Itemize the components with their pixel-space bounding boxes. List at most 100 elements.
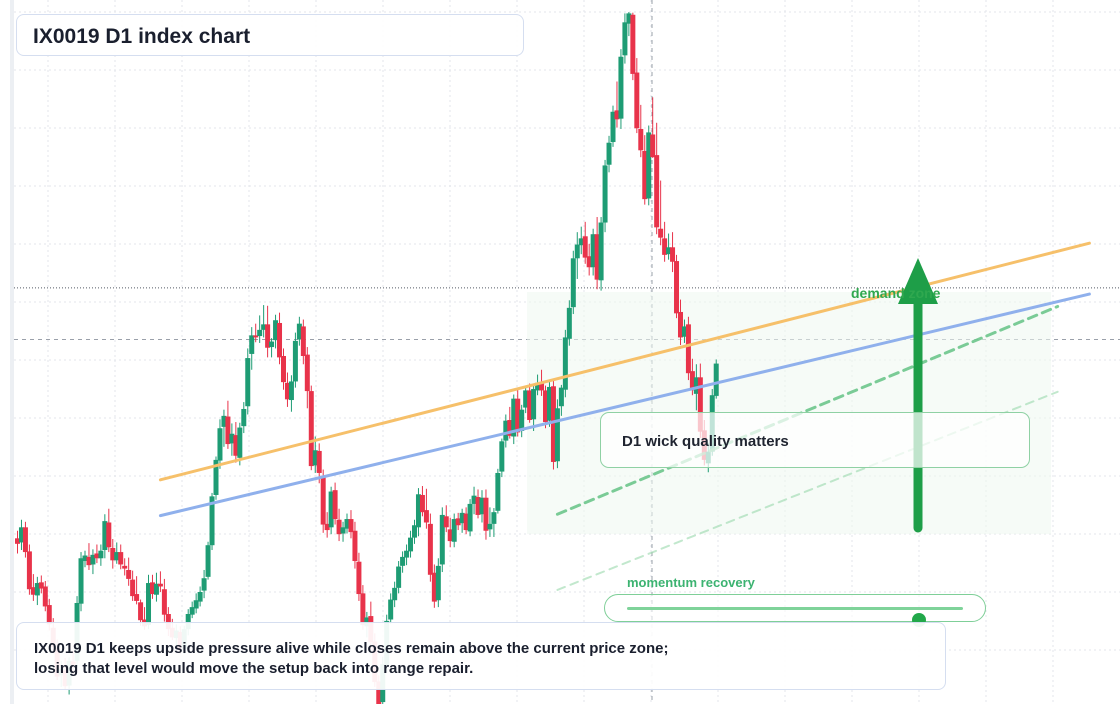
candle — [610, 105, 616, 147]
candle-body — [42, 586, 48, 607]
candle-body — [582, 236, 588, 258]
candle — [503, 414, 509, 448]
candle-body — [447, 529, 453, 542]
candle-body — [578, 238, 584, 246]
candle-body — [693, 377, 699, 394]
candle-body — [122, 565, 128, 569]
candle — [122, 558, 128, 576]
candle-body — [78, 558, 84, 604]
candle-body — [300, 326, 306, 356]
candle-body — [400, 556, 406, 566]
candle — [265, 305, 271, 358]
candle-body — [670, 247, 676, 262]
candle-body — [463, 513, 469, 531]
candle — [130, 570, 136, 601]
candle — [471, 486, 477, 515]
candle-body — [392, 587, 398, 601]
candle — [153, 572, 159, 602]
candle-body — [697, 377, 703, 432]
candle — [149, 574, 155, 599]
candle — [134, 576, 140, 605]
candle — [467, 499, 473, 537]
candle-body — [590, 234, 596, 268]
candle — [713, 359, 719, 399]
candle-body — [189, 607, 195, 615]
candle-body — [296, 323, 302, 340]
candle — [578, 226, 584, 255]
candle-body — [531, 389, 537, 420]
candle-body — [435, 565, 441, 601]
candle — [114, 542, 120, 564]
momentum-meter — [604, 594, 986, 627]
candle — [423, 488, 429, 529]
candle-body — [146, 583, 152, 626]
demand-arrow-head — [898, 258, 938, 304]
candle — [654, 122, 660, 235]
candle — [82, 550, 88, 568]
candle — [400, 551, 406, 573]
candle — [634, 58, 640, 134]
candle-body — [213, 459, 219, 495]
candle-body — [257, 329, 263, 337]
candle-body — [126, 569, 132, 579]
candle — [344, 513, 350, 534]
candle — [42, 580, 48, 612]
candle — [161, 578, 167, 622]
candle — [638, 104, 644, 158]
candle-body — [427, 523, 433, 575]
candle — [519, 404, 525, 438]
candle — [138, 599, 144, 626]
candle-body — [396, 566, 402, 588]
candle — [483, 489, 489, 540]
candle — [646, 125, 652, 206]
candle-body — [229, 433, 235, 444]
candle — [582, 221, 588, 264]
candle — [598, 217, 604, 291]
candle-body — [157, 583, 163, 587]
candle-body — [543, 390, 549, 423]
candle — [658, 180, 664, 246]
candle — [642, 135, 648, 205]
candle — [261, 305, 267, 338]
candle — [677, 299, 683, 345]
candle — [404, 544, 410, 566]
candle-body — [598, 222, 604, 281]
candle-body — [574, 244, 580, 259]
candle-body — [102, 521, 108, 551]
candle-body — [265, 324, 271, 348]
candle — [558, 384, 564, 416]
candle — [280, 348, 286, 390]
candle — [320, 469, 326, 533]
candle — [213, 456, 219, 500]
candle-body — [483, 497, 489, 531]
candle — [221, 409, 227, 447]
candle-body — [677, 311, 683, 338]
channel-upper-dashed-line — [555, 304, 1060, 516]
candle-body — [594, 234, 600, 280]
candle — [146, 574, 152, 630]
candle — [332, 482, 338, 525]
candle — [38, 575, 44, 594]
candle-body — [205, 545, 211, 577]
candle-body — [82, 555, 88, 562]
candle-body — [277, 322, 283, 358]
candle — [193, 593, 199, 614]
candle-body — [638, 128, 644, 151]
candle-body — [558, 387, 564, 407]
candle — [225, 400, 231, 449]
candle — [670, 232, 676, 273]
candle-body — [106, 522, 112, 548]
candle-body — [253, 335, 259, 338]
candle — [527, 383, 533, 423]
candle-body — [527, 390, 533, 420]
candle-body — [415, 494, 421, 528]
candle — [515, 389, 521, 437]
candle — [18, 519, 24, 551]
candle — [566, 300, 572, 346]
candle — [614, 81, 620, 128]
candle-body — [570, 258, 576, 308]
candle-body — [499, 441, 505, 472]
candle-body — [539, 382, 545, 391]
candle-body — [674, 261, 680, 314]
candle-body — [404, 550, 410, 558]
